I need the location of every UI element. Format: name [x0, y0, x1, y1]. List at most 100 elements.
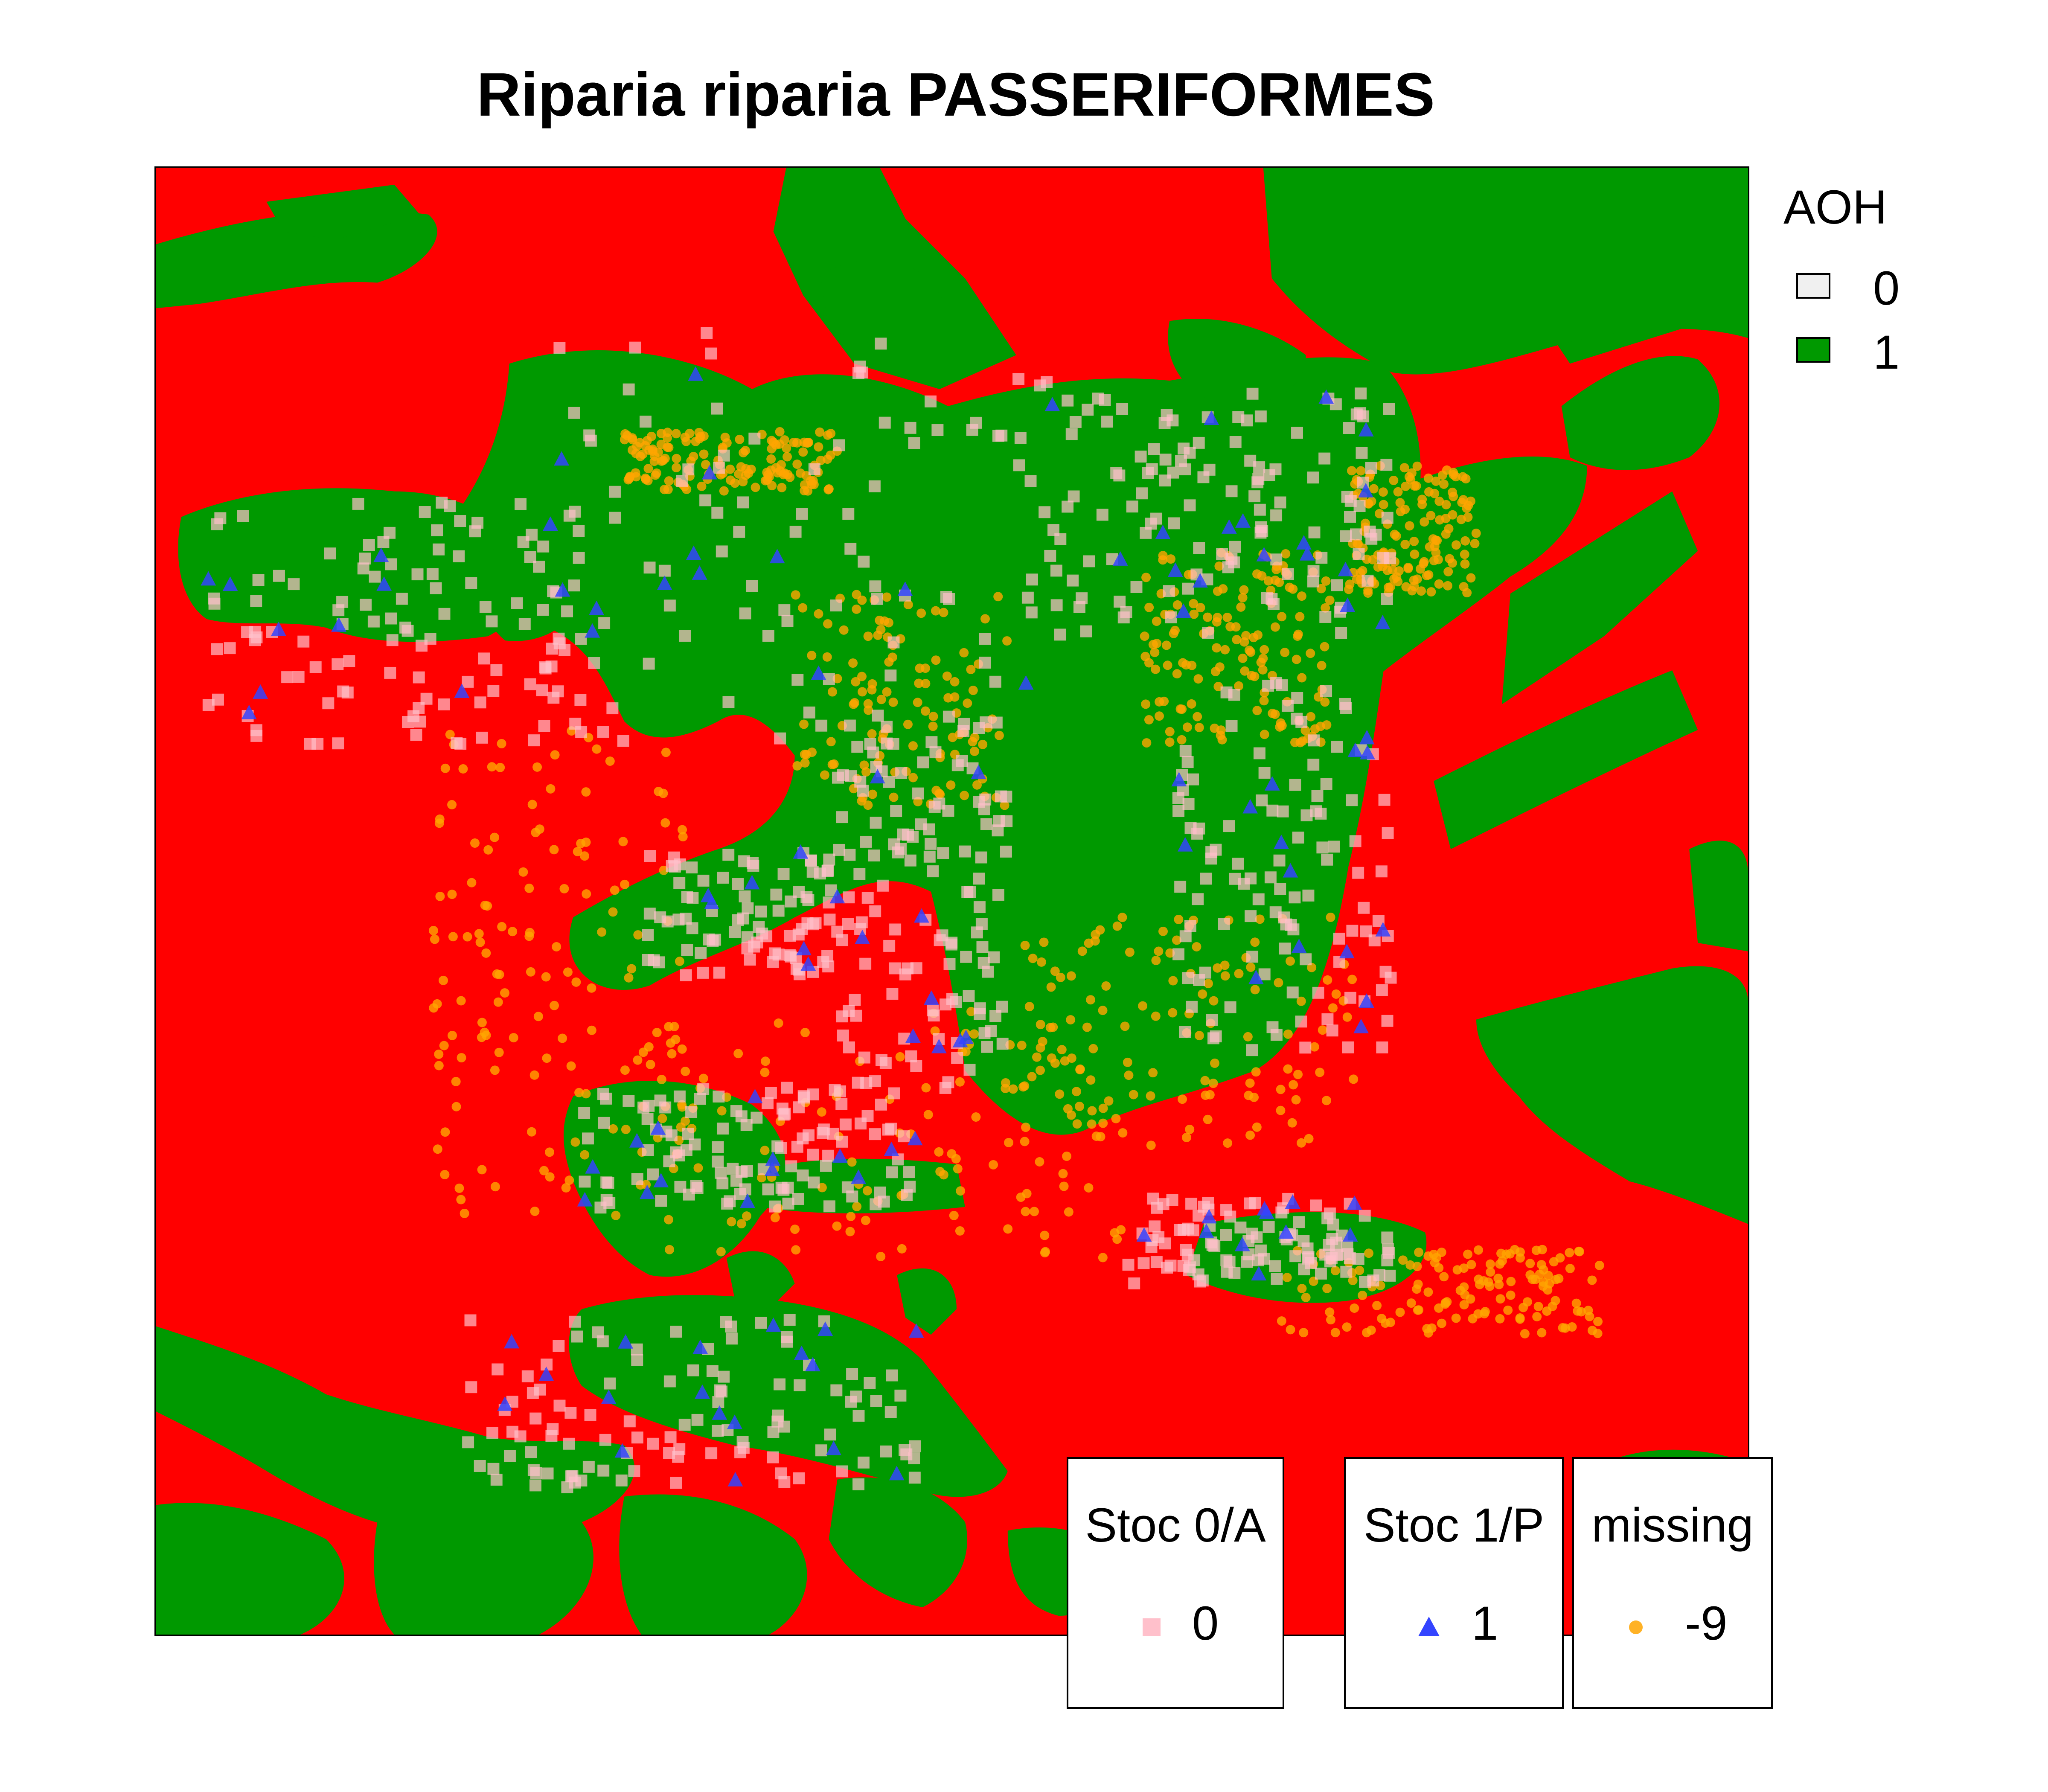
- missing-point: [1409, 536, 1419, 546]
- stoc-1-point: [253, 684, 268, 699]
- stoc-0-point: [929, 746, 942, 759]
- missing-point: [1401, 582, 1411, 592]
- stoc-0-point: [211, 643, 223, 655]
- stoc-0-point: [751, 936, 763, 948]
- missing-point: [807, 748, 817, 757]
- missing-point: [1594, 1260, 1604, 1270]
- stoc-0-point: [1202, 1197, 1214, 1209]
- missing-point: [623, 475, 633, 485]
- stoc-0-point: [844, 849, 856, 861]
- missing-point: [518, 867, 528, 877]
- missing-point: [474, 929, 484, 939]
- stoc-0-point: [682, 463, 695, 476]
- missing-point: [1419, 559, 1428, 569]
- stoc-0-point: [578, 1107, 591, 1119]
- stoc-0-point: [705, 1447, 718, 1460]
- stoc-0-point: [1282, 568, 1294, 580]
- missing-point: [1342, 1012, 1352, 1022]
- stoc-0-point: [1302, 889, 1315, 902]
- stoc-0-point: [803, 706, 815, 719]
- stoc-0-point: [785, 950, 797, 963]
- stoc-0-point: [288, 578, 300, 591]
- missing-point: [490, 1065, 500, 1075]
- missing-point: [1252, 569, 1262, 579]
- missing-point: [508, 927, 518, 937]
- stoc-0-point: [1000, 791, 1012, 803]
- stoc-1-point: [657, 576, 672, 590]
- stoc-0-point: [664, 1431, 677, 1443]
- stoc-0-point: [1353, 548, 1365, 560]
- missing-point: [1072, 1087, 1082, 1097]
- stoc-1-point: [1242, 799, 1258, 814]
- missing-point: [1426, 511, 1436, 521]
- missing-point: [1101, 981, 1111, 991]
- missing-point: [570, 1137, 580, 1147]
- stoc-1-point: [851, 1169, 867, 1184]
- missing-point: [451, 1102, 461, 1111]
- missing-point: [697, 481, 707, 491]
- stoc-0-point: [1174, 1224, 1186, 1236]
- missing-point: [1409, 582, 1419, 591]
- missing-point: [666, 1038, 675, 1048]
- missing-point: [467, 878, 477, 887]
- stoc-0-point: [608, 486, 621, 498]
- stoc-0-point: [1241, 414, 1253, 427]
- stoc-0-point: [541, 1467, 554, 1480]
- missing-point: [863, 800, 873, 810]
- stoc-0-point: [974, 1008, 986, 1020]
- stoc-0-point: [836, 1010, 848, 1023]
- missing-point: [774, 1018, 783, 1028]
- stoc-0-point: [859, 957, 872, 970]
- missing-point: [445, 730, 455, 739]
- stoc-0-point: [886, 988, 899, 1000]
- stoc-0-point: [1152, 1231, 1165, 1243]
- missing-point: [1055, 1089, 1065, 1099]
- missing-point: [1066, 1015, 1076, 1025]
- missing-point: [1474, 1245, 1483, 1255]
- stoc-0-point: [1135, 451, 1147, 463]
- stoc-0-point: [1207, 1032, 1219, 1044]
- missing-point: [766, 454, 776, 464]
- missing-point: [832, 1221, 842, 1231]
- stoc-0-point: [479, 601, 492, 613]
- stoc-0-point: [367, 615, 380, 628]
- missing-point: [761, 1056, 770, 1066]
- missing-point: [681, 1116, 690, 1126]
- missing-point: [1506, 1290, 1516, 1300]
- stoc-0-point: [1274, 883, 1286, 895]
- stoc-0-point: [1307, 575, 1320, 588]
- stoc-0-point: [1185, 1198, 1198, 1210]
- missing-point: [605, 756, 615, 766]
- stoc-0-point: [561, 605, 573, 617]
- stoc-0-point: [686, 861, 698, 874]
- stoc-0-point: [631, 1173, 643, 1185]
- stoc-0-point: [332, 604, 345, 617]
- stoc-0-point: [663, 599, 676, 612]
- missing-point: [1024, 1002, 1034, 1012]
- stoc-0-point: [1273, 854, 1286, 867]
- missing-point: [863, 1186, 873, 1196]
- stoc-1-point: [555, 582, 570, 597]
- map-panel[interactable]: [154, 166, 1749, 1636]
- stoc-0-point: [736, 1166, 748, 1178]
- missing-point: [882, 687, 892, 697]
- stoc-0-legend-value: 0: [1192, 1597, 1219, 1650]
- stoc-0-point: [1241, 1256, 1253, 1268]
- stoc-0-point: [701, 327, 713, 339]
- stoc-0-point: [1291, 713, 1303, 725]
- stoc-0-point: [1376, 984, 1388, 996]
- missing-point: [1214, 561, 1224, 571]
- stoc-0-point: [575, 633, 587, 645]
- stoc-1-point: [740, 1193, 756, 1208]
- stoc-0-point: [712, 1425, 724, 1437]
- stoc-0-point: [1130, 581, 1143, 593]
- stoc-0-point: [1054, 628, 1066, 641]
- stoc-0-point: [1292, 832, 1304, 844]
- missing-point: [530, 1207, 540, 1216]
- stoc-0-point: [569, 1315, 581, 1328]
- missing-point: [928, 721, 938, 731]
- stoc-0-point: [1220, 1229, 1232, 1241]
- stoc-0-point: [521, 1370, 534, 1382]
- stoc-0-point: [431, 524, 443, 536]
- stoc-0-point: [1289, 779, 1301, 791]
